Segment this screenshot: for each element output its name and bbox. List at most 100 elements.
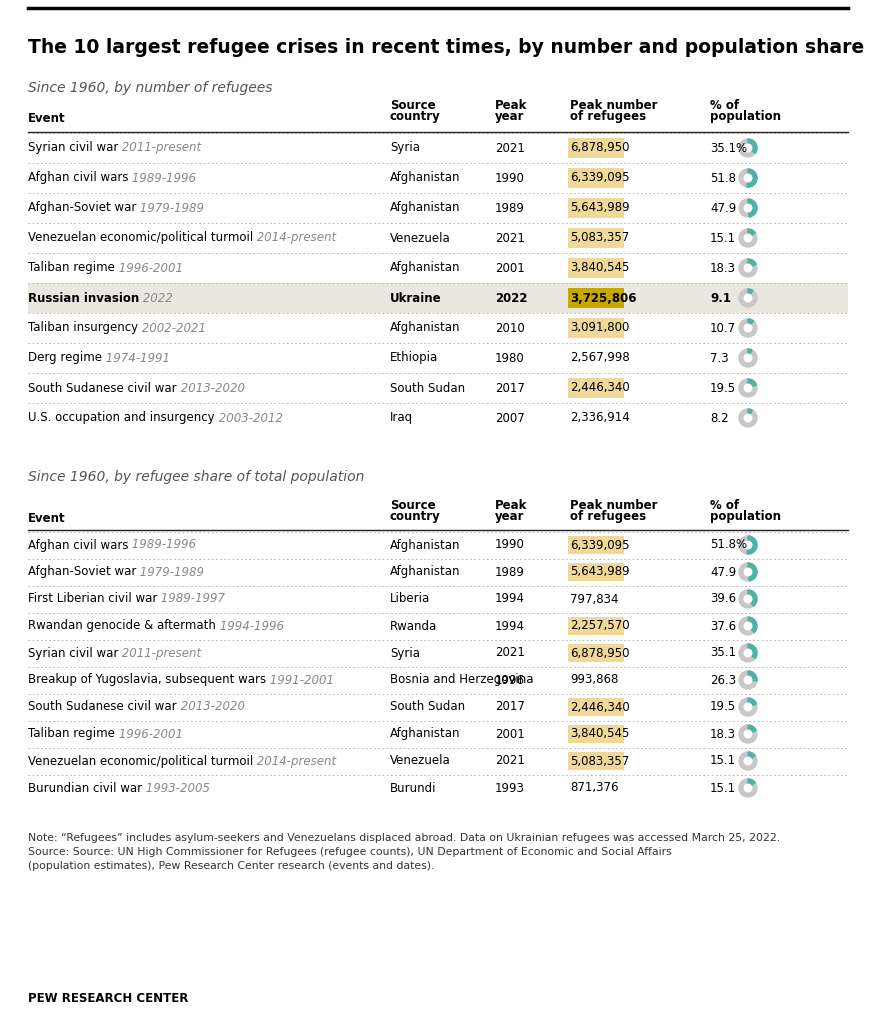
Text: Afghan civil wars: Afghan civil wars: [28, 172, 129, 184]
Text: Afghan civil wars: Afghan civil wars: [28, 538, 129, 551]
Text: 1996-2001: 1996-2001: [115, 727, 183, 741]
Text: 2011-present: 2011-present: [118, 647, 201, 660]
Text: 1989-1996: 1989-1996: [129, 172, 196, 184]
Text: 1979-1989: 1979-1989: [137, 566, 204, 578]
Text: Rwanda: Rwanda: [390, 620, 437, 632]
Text: 3,725,806: 3,725,806: [570, 292, 637, 305]
Circle shape: [745, 385, 752, 392]
FancyBboxPatch shape: [28, 283, 848, 313]
Text: 26.3: 26.3: [710, 673, 736, 686]
Circle shape: [739, 409, 757, 427]
FancyBboxPatch shape: [568, 288, 625, 308]
Text: South Sudan: South Sudan: [390, 382, 465, 395]
Wedge shape: [748, 563, 757, 581]
Text: Ukraine: Ukraine: [390, 292, 442, 305]
Circle shape: [745, 650, 752, 657]
Text: PEW RESEARCH CENTER: PEW RESEARCH CENTER: [28, 992, 188, 1005]
Text: population: population: [710, 110, 781, 123]
Circle shape: [745, 264, 752, 272]
Circle shape: [739, 379, 757, 397]
Text: Syria: Syria: [390, 141, 420, 154]
Text: 2014-present: 2014-present: [253, 231, 336, 244]
Wedge shape: [748, 725, 756, 733]
Text: Afghan-Soviet war: Afghan-Soviet war: [28, 202, 137, 215]
Circle shape: [739, 752, 757, 770]
Text: 2011-present: 2011-present: [118, 141, 201, 154]
Text: 18.3: 18.3: [710, 727, 736, 741]
Circle shape: [739, 563, 757, 581]
Text: South Sudan: South Sudan: [390, 701, 465, 713]
Text: 47.9: 47.9: [710, 566, 736, 578]
Wedge shape: [748, 671, 757, 680]
FancyBboxPatch shape: [568, 644, 625, 662]
Circle shape: [745, 414, 752, 421]
Circle shape: [745, 676, 752, 683]
Wedge shape: [748, 590, 757, 607]
Circle shape: [739, 536, 757, 554]
Text: 1994: 1994: [495, 592, 525, 606]
Text: 15.1: 15.1: [710, 231, 736, 244]
Text: South Sudanese civil war: South Sudanese civil war: [28, 382, 177, 395]
Text: country: country: [390, 110, 441, 123]
Text: Since 1960, by number of refugees: Since 1960, by number of refugees: [28, 81, 272, 95]
Text: 6,878,950: 6,878,950: [570, 647, 630, 660]
Text: Peak: Peak: [495, 99, 527, 112]
Circle shape: [745, 757, 752, 765]
Wedge shape: [748, 139, 757, 153]
Circle shape: [745, 785, 752, 792]
Text: 35.1%: 35.1%: [710, 141, 747, 154]
Circle shape: [739, 725, 757, 743]
Circle shape: [745, 144, 752, 151]
Circle shape: [739, 290, 757, 307]
Text: year: year: [495, 110, 525, 123]
Wedge shape: [747, 169, 757, 187]
Text: Bosnia and Herzegovina: Bosnia and Herzegovina: [390, 673, 533, 686]
Circle shape: [745, 622, 752, 630]
Text: 1979-1989: 1979-1989: [137, 202, 204, 215]
Text: Venezuela: Venezuela: [390, 231, 451, 244]
Text: Iraq: Iraq: [390, 411, 413, 425]
Text: 2,257,570: 2,257,570: [570, 620, 630, 632]
Wedge shape: [747, 536, 757, 554]
Text: 5,083,357: 5,083,357: [570, 755, 629, 767]
Circle shape: [745, 568, 752, 576]
Circle shape: [739, 590, 757, 608]
Text: Syrian civil war: Syrian civil war: [28, 647, 118, 660]
Text: Taliban regime: Taliban regime: [28, 727, 115, 741]
Text: Afghanistan: Afghanistan: [390, 727, 461, 741]
Circle shape: [739, 698, 757, 716]
Text: 1990: 1990: [495, 172, 525, 184]
FancyBboxPatch shape: [568, 725, 625, 743]
Text: 1989: 1989: [495, 566, 525, 578]
Text: Afghanistan: Afghanistan: [390, 566, 461, 578]
Text: South Sudanese civil war: South Sudanese civil war: [28, 701, 177, 713]
Text: 9.1: 9.1: [710, 292, 731, 305]
Text: 5,643,989: 5,643,989: [570, 202, 630, 215]
Text: Venezuelan economic/political turmoil: Venezuelan economic/political turmoil: [28, 231, 253, 244]
Wedge shape: [748, 259, 756, 268]
Text: of refugees: of refugees: [570, 110, 646, 123]
Text: 2001: 2001: [495, 262, 525, 274]
Circle shape: [739, 617, 757, 635]
Wedge shape: [748, 779, 755, 788]
Wedge shape: [748, 617, 757, 632]
Text: 8.2: 8.2: [710, 411, 729, 425]
Circle shape: [745, 234, 752, 241]
Text: First Liberian civil war: First Liberian civil war: [28, 592, 158, 606]
Text: Afghanistan: Afghanistan: [390, 172, 461, 184]
Circle shape: [739, 199, 757, 217]
Text: 2021: 2021: [495, 755, 525, 767]
Text: 2,446,340: 2,446,340: [570, 701, 630, 713]
Text: 2,446,340: 2,446,340: [570, 382, 630, 395]
Wedge shape: [748, 199, 757, 217]
Circle shape: [739, 779, 757, 797]
Text: Afghan-Soviet war: Afghan-Soviet war: [28, 566, 137, 578]
Text: 2003-2012: 2003-2012: [215, 411, 283, 425]
Circle shape: [745, 354, 752, 362]
Wedge shape: [748, 349, 752, 358]
Text: Afghanistan: Afghanistan: [390, 538, 461, 551]
Text: 2021: 2021: [495, 647, 525, 660]
Circle shape: [745, 730, 752, 738]
Text: 1996: 1996: [495, 673, 525, 686]
Wedge shape: [748, 644, 757, 659]
